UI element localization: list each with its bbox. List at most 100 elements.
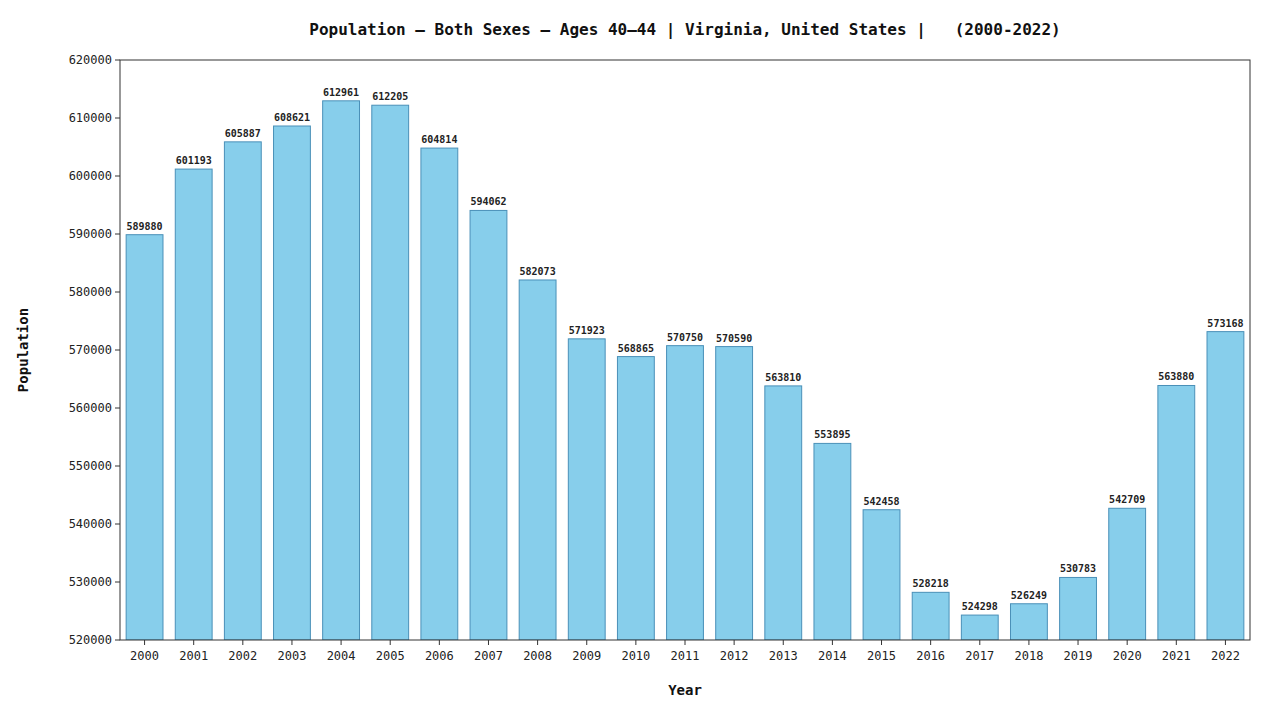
bar	[519, 280, 556, 640]
y-tick	[115, 640, 120, 641]
x-tick	[144, 640, 145, 645]
x-tick	[881, 640, 882, 645]
x-tick	[734, 640, 735, 645]
data-label: 563810	[765, 372, 801, 383]
x-tick-label: 2004	[327, 649, 356, 663]
y-tick-label: 600000	[69, 169, 112, 183]
bar	[175, 169, 212, 640]
data-label: 601193	[176, 155, 212, 166]
x-tick	[1176, 640, 1177, 645]
x-tick-label: 2022	[1211, 649, 1240, 663]
bar	[765, 386, 802, 640]
x-tick	[341, 640, 342, 645]
y-tick	[115, 408, 120, 409]
title: Population – Both Sexes – Ages 40–44 | V…	[309, 20, 1060, 40]
x-tick	[439, 640, 440, 645]
bar	[274, 126, 311, 640]
y-tick	[115, 466, 120, 467]
x-tick-label: 2020	[1113, 649, 1142, 663]
y-tick	[115, 350, 120, 351]
data-label: 589880	[127, 221, 163, 232]
bar	[323, 101, 360, 640]
x-tick-label: 2021	[1162, 649, 1191, 663]
bar	[912, 592, 949, 640]
x-tick-label: 2002	[228, 649, 257, 663]
x-tick	[1127, 640, 1128, 645]
plot-frame	[120, 60, 1250, 640]
data-label: 571923	[569, 325, 605, 336]
y-tick-label: 620000	[69, 53, 112, 67]
chart-container: 5898806011936058876086216129616122056048…	[0, 0, 1280, 720]
data-label: 612205	[372, 91, 408, 102]
data-label: 570750	[667, 332, 703, 343]
x-tick-label: 2016	[916, 649, 945, 663]
x-tick-label: 2012	[720, 649, 749, 663]
data-label: 573168	[1207, 318, 1243, 329]
x-tick	[291, 640, 292, 645]
bar	[863, 510, 900, 640]
data-label: 563880	[1158, 371, 1194, 382]
y-tick-label: 590000	[69, 227, 112, 241]
x-tick	[193, 640, 194, 645]
x-tick	[1028, 640, 1029, 645]
x-tick	[1078, 640, 1079, 645]
x-tick	[242, 640, 243, 645]
x-tick-label: 2019	[1064, 649, 1093, 663]
y-tick	[115, 234, 120, 235]
y-tick	[115, 582, 120, 583]
data-label: 594062	[470, 196, 506, 207]
bar	[1060, 577, 1097, 640]
x-tick-label: 2010	[621, 649, 650, 663]
data-label: 612961	[323, 87, 359, 98]
data-label: 568865	[618, 343, 654, 354]
data-label: 570590	[716, 333, 752, 344]
x-tick-label: 2007	[474, 649, 503, 663]
bar	[126, 235, 163, 640]
bar	[814, 443, 851, 640]
y-tick-label: 550000	[69, 459, 112, 473]
y-axis-label: Population	[15, 308, 31, 392]
x-axis-label: Year	[668, 682, 702, 698]
x-tick	[1225, 640, 1226, 645]
y-tick-label: 610000	[69, 111, 112, 125]
bar	[224, 142, 261, 640]
bar	[1109, 508, 1146, 640]
y-tick-label: 540000	[69, 517, 112, 531]
x-tick-label: 2013	[769, 649, 798, 663]
bar	[470, 210, 507, 640]
y-tick-label: 530000	[69, 575, 112, 589]
data-label: 542709	[1109, 494, 1145, 505]
x-tick-label: 2001	[179, 649, 208, 663]
x-tick	[537, 640, 538, 645]
x-tick	[930, 640, 931, 645]
y-tick	[115, 60, 120, 61]
bars	[126, 101, 1244, 640]
x-tick	[832, 640, 833, 645]
x-tick	[635, 640, 636, 645]
y-tick	[115, 176, 120, 177]
y-tick	[115, 524, 120, 525]
x-tick	[979, 640, 980, 645]
data-label: 526249	[1011, 590, 1047, 601]
bar	[1158, 385, 1195, 640]
data-label: 530783	[1060, 563, 1096, 574]
x-tick-label: 2003	[278, 649, 307, 663]
x-tick-label: 2015	[867, 649, 896, 663]
x-tick	[783, 640, 784, 645]
y-tick-label: 520000	[69, 633, 112, 647]
data-label: 582073	[520, 266, 556, 277]
x-tick-label: 2009	[572, 649, 601, 663]
chart: 5898806011936058876086216129616122056048…	[0, 0, 1280, 720]
bar	[961, 615, 998, 640]
x-tick-label: 2008	[523, 649, 552, 663]
bar	[421, 148, 458, 640]
bar	[667, 346, 704, 640]
y-tick-label: 570000	[69, 343, 112, 357]
x-tick	[488, 640, 489, 645]
bar	[372, 105, 409, 640]
x-tick	[586, 640, 587, 645]
x-tick-label: 2005	[376, 649, 405, 663]
data-label: 553895	[814, 429, 850, 440]
y-tick-label: 560000	[69, 401, 112, 415]
bar	[1207, 332, 1244, 640]
